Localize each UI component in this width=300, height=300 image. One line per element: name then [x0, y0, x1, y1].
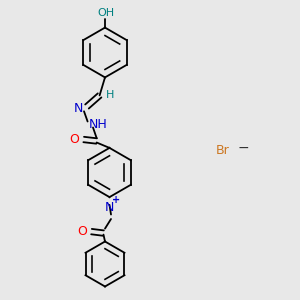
- Text: H: H: [106, 89, 115, 100]
- Text: N: N: [105, 201, 114, 214]
- Text: OH: OH: [97, 8, 114, 18]
- Text: N: N: [74, 102, 83, 116]
- Text: +: +: [112, 195, 120, 205]
- Text: O: O: [77, 225, 87, 238]
- Text: NH: NH: [89, 118, 108, 131]
- Text: Br: Br: [216, 143, 230, 157]
- Text: O: O: [69, 133, 79, 146]
- Text: −: −: [238, 141, 249, 154]
